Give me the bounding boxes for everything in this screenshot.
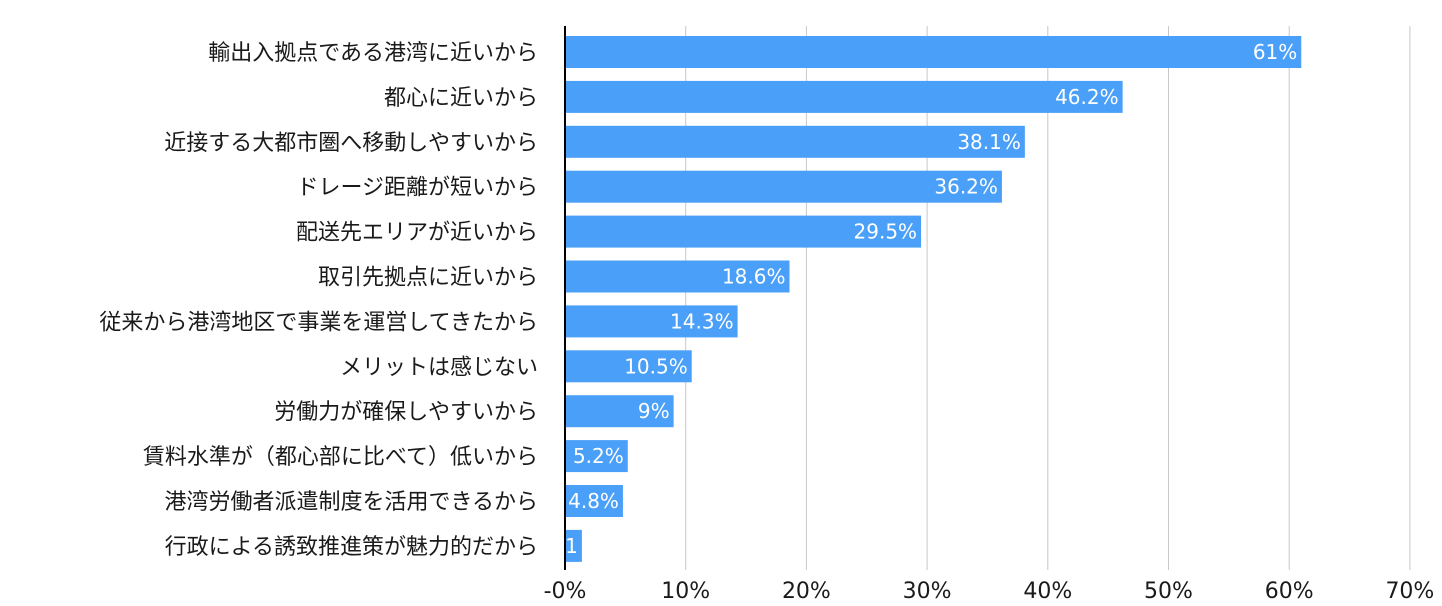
x-tick-label: 10%: [661, 579, 710, 604]
x-tick-label: -0%: [544, 579, 587, 604]
category-label: 港湾労働者派遣制度を活用できるから: [164, 490, 538, 515]
category-label: 都心に近いから: [384, 86, 538, 111]
category-label: 賃料水準が（都心部に比べて）低いから: [143, 445, 538, 470]
bar: [565, 395, 674, 428]
gridlines: [685, 26, 1411, 570]
data-label: 46.2%: [1055, 85, 1119, 109]
data-labels: 61% 46.2% 38.1% 36.2% 29.5% 18.6% 14.3% 10.5% 9%…: [565, 40, 1297, 558]
data-label: 38.1%: [957, 130, 1021, 154]
bar: [565, 440, 628, 473]
bar: [565, 80, 1123, 113]
data-label: 5.2%: [573, 444, 624, 468]
data-label: 9%: [638, 399, 670, 423]
data-label: 4.8%: [568, 489, 619, 513]
x-tick-label: 70%: [1385, 579, 1434, 604]
bar: [565, 260, 790, 293]
x-tick-label: 20%: [782, 579, 831, 604]
data-label: 14.3%: [670, 309, 734, 333]
category-labels: 輸出入拠点である港湾に近いから都心に近いから近接する大都市圏へ移動しやすいからド…: [99, 41, 538, 560]
bar: [565, 36, 1302, 68]
data-label: 10.5%: [624, 354, 688, 378]
category-label: 輸出入拠点である港湾に近いから: [208, 41, 538, 66]
bar: [565, 215, 922, 248]
bar: [565, 529, 582, 562]
category-label: 従来から港湾地区で事業を運営してきたから: [99, 310, 538, 335]
category-label: 近接する大都市圏へ移動しやすいから: [164, 131, 538, 156]
bar: [565, 170, 1002, 203]
bar: [565, 125, 1025, 158]
data-label: 29.5%: [854, 220, 918, 244]
bar: [565, 350, 692, 383]
category-label: ドレージ距離が短いから: [296, 176, 538, 201]
category-label: メリットは感じない: [340, 355, 538, 380]
x-tick-label: 30%: [903, 579, 952, 604]
x-tick-label: 40%: [1023, 579, 1072, 604]
category-label: 取引先拠点に近いから: [318, 266, 538, 291]
bars: [565, 36, 1302, 562]
category-label: 労働力が確保しやすいから: [274, 400, 538, 425]
category-label: 配送先エリアが近いから: [296, 221, 538, 246]
data-label: 1: [565, 534, 578, 558]
x-tick-label: 50%: [1144, 579, 1193, 604]
data-label: 18.6%: [722, 265, 786, 289]
x-tick-label: 60%: [1265, 579, 1314, 604]
category-label: 行政による誘致推進策が魅力的だから: [165, 535, 538, 560]
x-axis-ticks: -0% 10% 20% 30% 40% 50% 60% 70%: [544, 579, 1435, 604]
bar: [565, 305, 738, 338]
data-label: 36.2%: [934, 175, 998, 199]
bar: [565, 485, 623, 517]
data-label: 61%: [1253, 40, 1297, 64]
